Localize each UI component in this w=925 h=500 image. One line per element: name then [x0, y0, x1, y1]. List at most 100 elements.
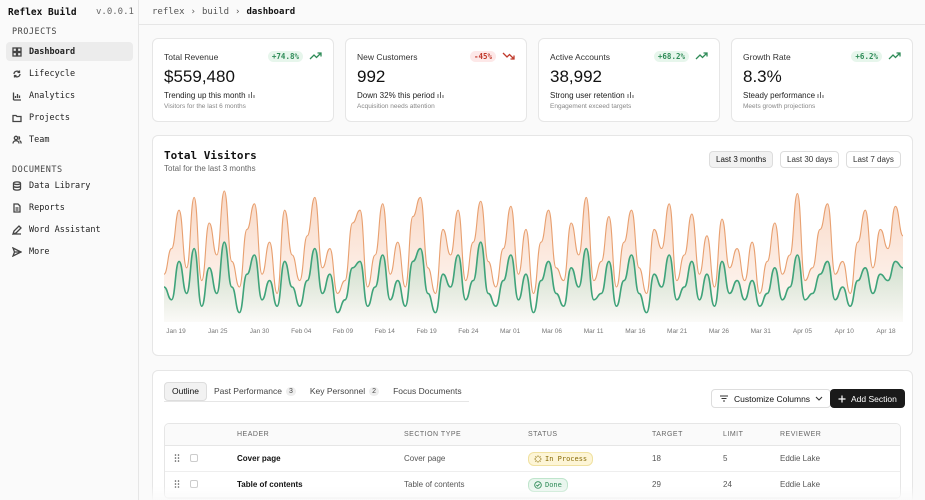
- table-row[interactable]: Cover page Cover page In Process 18 5 Eddie L…: [165, 446, 900, 472]
- stat-footnote: Strong user retention: [550, 91, 634, 100]
- tab-label: Past Performance: [213, 386, 282, 396]
- breadcrumb-separator: ›: [190, 7, 196, 17]
- loader-icon: [534, 455, 542, 463]
- documents-section-label: DOCUMENTS: [12, 165, 63, 175]
- row-reviewer[interactable]: Eddie Lake: [780, 480, 821, 489]
- tab-label: Key Personnel: [309, 386, 366, 396]
- x-tick-label: Jan 19: [166, 328, 186, 335]
- top-bar: reflex › build › dashboard: [139, 0, 925, 25]
- sidebar-item-word-assistant[interactable]: Word Assistant: [6, 220, 133, 239]
- stat-footnote-text: Strong user retention: [550, 91, 625, 100]
- breadcrumb: reflex › build › dashboard: [152, 7, 295, 17]
- sidebar-item-label: Word Assistant: [29, 224, 101, 235]
- breadcrumb-item[interactable]: reflex: [152, 7, 185, 17]
- row-section-type: Cover page: [404, 454, 446, 463]
- stat-value: 992: [357, 67, 386, 86]
- folder-icon: [12, 114, 22, 122]
- stat-card: New Customers -45% 992 Down 32% this period…: [345, 38, 527, 122]
- add-section-label: Add Section: [851, 393, 897, 404]
- range-3-months-button[interactable]: Last 3 months: [709, 151, 774, 168]
- status-label: Done: [545, 481, 562, 489]
- edit-icon: [12, 224, 22, 235]
- breadcrumb-item: dashboard: [246, 7, 296, 17]
- row-section-type: Table of contents: [404, 480, 465, 489]
- sidebar-item-projects[interactable]: Projects: [6, 108, 133, 127]
- x-tick-label: Mar 06: [542, 328, 563, 335]
- stat-footnote-text: Steady performance: [743, 91, 816, 100]
- stat-subtext: Visitors for the last 6 months: [164, 103, 246, 110]
- sidebar-item-label: Dashboard: [29, 46, 76, 57]
- sidebar-item-label: Data Library: [29, 180, 91, 191]
- add-section-button[interactable]: Add Section: [830, 389, 905, 408]
- chevron-down-icon: [815, 396, 823, 401]
- breadcrumb-item[interactable]: build: [201, 7, 230, 17]
- row-limit[interactable]: 24: [723, 480, 732, 489]
- send-icon: [12, 246, 22, 257]
- bar-chart-icon: [817, 92, 824, 98]
- stat-footnote: Trending up this month: [164, 91, 255, 100]
- drag-handle-icon[interactable]: [174, 454, 180, 462]
- tab-outline[interactable]: Outline: [164, 381, 207, 401]
- trending-down-icon: [502, 52, 515, 60]
- tab-count-badge: 2: [369, 386, 380, 396]
- column-header-target: TARGET: [652, 431, 683, 438]
- x-tick-label: Apr 18: [876, 328, 896, 335]
- users-icon: [12, 135, 22, 144]
- version-label: v.0.0.1: [96, 7, 134, 17]
- database-icon: [12, 180, 22, 191]
- sidebar-item-dashboard[interactable]: Dashboard: [6, 42, 133, 61]
- stat-change-badge: +68.2%: [653, 51, 689, 62]
- tab-key-personnel[interactable]: Key Personnel 2: [303, 382, 386, 401]
- row-reviewer[interactable]: Eddie Lake: [780, 454, 821, 463]
- column-header-header: HEADER: [237, 431, 270, 438]
- x-tick-label: Mar 31: [751, 328, 772, 335]
- x-tick-label: Jan 25: [208, 328, 228, 335]
- refresh-icon: [13, 70, 21, 77]
- x-tick-label: Feb 19: [416, 328, 437, 335]
- series-area-1: [164, 242, 903, 322]
- sidebar-item-lifecycle[interactable]: Lifecycle: [6, 64, 133, 83]
- sidebar-item-reports[interactable]: Reports: [6, 198, 133, 217]
- x-tick-label: Apr 05: [793, 328, 813, 335]
- bottom-fade: [139, 486, 925, 500]
- row-checkbox[interactable]: [190, 454, 198, 462]
- sidebar-item-more[interactable]: More: [6, 242, 133, 261]
- brand-name: Reflex Build: [8, 7, 77, 18]
- sidebar-item-label: Projects: [29, 112, 70, 123]
- series-line-1: [163, 241, 904, 314]
- x-tick-label: Mar 01: [500, 328, 521, 335]
- x-tick-label: Feb 24: [458, 328, 479, 335]
- bar-chart-icon: [627, 92, 634, 98]
- range-7-days-button[interactable]: Last 7 days: [846, 151, 901, 168]
- sidebar: Reflex Build v.0.0.1 PROJECTS Dashboard L…: [0, 0, 139, 500]
- tab-count-badge: 3: [285, 386, 296, 396]
- sidebar-item-label: Analytics: [29, 90, 76, 101]
- tab-past-performance[interactable]: Past Performance 3: [207, 382, 303, 401]
- column-header-status: STATUS: [528, 431, 558, 438]
- x-tick-label: Mar 26: [709, 328, 730, 335]
- table-header: HEADER SECTION TYPE STATUS TARGET LIMIT REVIE…: [165, 424, 900, 446]
- sections-card: Outline Past Performance 3 Key Personnel 2 Fo…: [152, 370, 913, 500]
- x-tick-label: Mar 16: [625, 328, 646, 335]
- stat-footnote-text: Trending up this month: [164, 91, 246, 100]
- trending-up-icon: [695, 52, 708, 60]
- sidebar-item-team[interactable]: Team: [6, 130, 133, 149]
- row-target[interactable]: 18: [652, 454, 661, 463]
- sidebar-item-analytics[interactable]: Analytics: [6, 86, 133, 105]
- tab-focus-documents[interactable]: Focus Documents: [386, 382, 469, 401]
- column-header-reviewer: REVIEWER: [780, 431, 822, 438]
- stat-change-badge: +74.8%: [267, 51, 303, 62]
- bar-chart-icon: [248, 92, 255, 98]
- row-target[interactable]: 29: [652, 480, 661, 489]
- stat-value: 8.3%: [743, 67, 782, 86]
- stat-card: Total Revenue +74.8% $559,480 Trending up t…: [152, 38, 334, 122]
- stat-card: Active Accounts +68.2% 38,992 Strong user r…: [538, 38, 720, 122]
- row-limit[interactable]: 5: [723, 454, 728, 463]
- stat-title: Active Accounts: [550, 52, 611, 62]
- sidebar-item-label: Team: [29, 134, 50, 145]
- customize-columns-button[interactable]: Customize Columns: [711, 389, 832, 408]
- sidebar-item-data-library[interactable]: Data Library: [6, 176, 133, 195]
- x-tick-label: Apr 10: [835, 328, 855, 335]
- range-30-days-button[interactable]: Last 30 days: [780, 151, 840, 168]
- stat-title: New Customers: [357, 52, 418, 62]
